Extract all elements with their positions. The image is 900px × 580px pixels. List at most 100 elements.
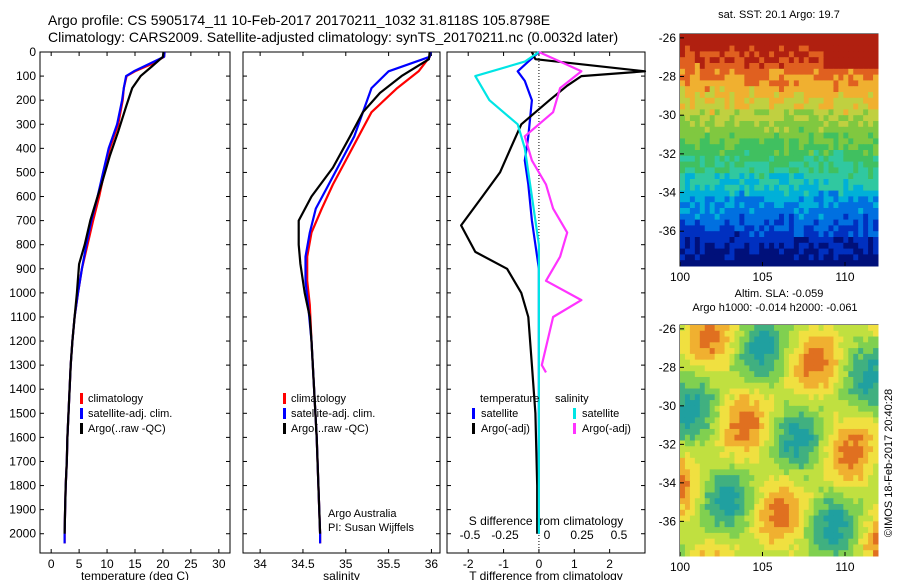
map-cell [798,161,805,168]
map-cell [783,515,790,522]
map-cell [788,498,795,505]
map-cell [764,173,770,180]
map-cell [853,63,859,70]
map-cell [684,179,691,186]
map-cell [783,208,790,215]
map-cell [833,68,839,76]
map-cell [769,86,775,93]
map-cell [843,417,849,424]
map-cell [848,515,854,522]
map-cell [843,138,849,145]
map-cell [689,103,696,110]
map-cell [724,68,730,76]
map-cell [719,208,726,215]
map-cell [873,371,879,378]
map-cell [808,97,815,105]
map-cell [734,196,740,203]
map-cell [774,121,780,128]
map-cell [754,126,760,134]
map-cell [793,423,800,430]
map-cell [739,63,745,70]
map-cell [759,219,765,226]
map-cell [764,515,770,522]
map-cell [868,388,874,395]
map-cell [724,388,730,395]
map-cell [694,532,701,540]
map-cell [694,498,701,505]
map-cell [714,359,721,366]
map-cell [729,492,735,499]
map-cell [793,254,800,261]
map-cell [774,109,780,116]
map-cell [853,417,859,424]
map-cell [754,371,760,378]
map-cell [828,103,834,110]
map-cell [843,150,849,157]
map-cell [863,463,869,470]
map-cell [739,550,745,557]
map-cell [719,144,726,151]
map-cell [749,527,755,534]
map-cell [848,144,854,151]
map-cell [764,509,770,517]
map-cell [739,126,745,134]
map-cell [764,376,770,384]
map-cell [754,57,760,64]
map-cell [779,325,785,332]
map-cell [779,532,785,540]
map-cell [724,126,730,134]
y-tick-label: 700 [16,214,36,228]
map-cell [704,400,711,407]
map-cell [863,138,869,145]
map-cell [749,480,755,488]
map-cell [803,248,810,255]
map-cell [719,394,726,401]
map-cell [863,231,869,238]
map-cell [853,330,859,338]
map-cell [803,202,810,209]
map-cell [774,388,780,395]
map-cell [808,325,815,332]
map-cell [734,504,740,511]
map-cell [714,382,721,390]
map-cell [704,440,711,447]
map-cell [813,550,820,557]
map-x-tick-label: 100 [670,560,690,574]
map-x-tick-label: 110 [835,270,854,284]
map-cell [873,173,879,180]
map-cell [823,51,829,58]
map-cell [783,57,790,64]
map-cell [793,138,800,145]
map-cell [724,196,730,203]
map-cell [823,144,829,151]
map-cell [749,463,755,470]
map-cell [734,428,740,436]
map-cell [843,504,849,511]
map-cell [798,225,805,232]
map-cell [759,242,765,250]
map-cell [833,138,839,145]
map-cell [853,480,859,488]
map-cell [744,400,750,407]
map-cell [858,434,864,441]
map-cell [833,527,839,534]
map-cell [863,527,869,534]
map-cell [739,39,745,47]
map-cell [798,74,805,81]
map-cell [838,155,844,163]
map-cell [843,446,849,453]
map-cell [689,492,696,499]
map-cell [719,161,726,168]
map-cell [699,155,706,163]
map-cell [754,486,760,493]
map-cell [863,359,869,366]
map-cell [783,348,790,355]
map-cell [764,155,770,163]
map-cell [798,428,805,436]
map-cell [788,463,795,470]
map-cell [774,202,780,209]
map-cell [828,405,834,413]
map-cell [684,74,691,81]
map-cell [873,161,879,168]
map-cell [729,254,735,261]
